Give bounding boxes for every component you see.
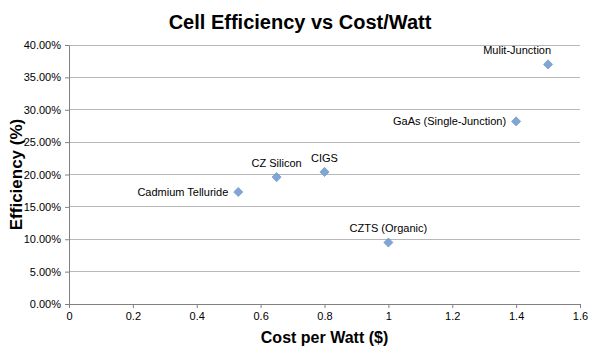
point-label: CIGS (311, 152, 338, 164)
y-tick-mark (65, 45, 69, 46)
y-tick-mark (65, 207, 69, 208)
x-tick-mark (452, 304, 453, 308)
point-label: CZ Silicon (252, 157, 302, 169)
x-tick: 0.4 (190, 304, 205, 322)
y-tick-label: 25.00% (24, 136, 62, 148)
grid-line (69, 271, 580, 272)
y-tick: 40.00% (24, 39, 69, 51)
point-label: CZTS (Organic) (350, 222, 428, 234)
y-tick-mark (65, 175, 69, 176)
y-tick-label: 35.00% (24, 71, 62, 83)
y-tick-label: 15.00% (24, 201, 62, 213)
y-tick-label: 10.00% (24, 233, 62, 245)
title: Cell Efficiency vs Cost/Watt (169, 11, 432, 33)
y-axis-line (69, 46, 70, 305)
grid-line (69, 206, 580, 207)
x-tick: 1.4 (509, 304, 524, 322)
x-tick-label: 0.2 (126, 310, 141, 322)
point (234, 187, 243, 196)
x-tick-label: 1.4 (509, 310, 524, 322)
x-tick-mark (580, 304, 581, 308)
y-tick-label: 0.00% (30, 298, 61, 310)
y-tick: 0.00% (30, 298, 69, 310)
y-tick: 30.00% (24, 104, 69, 116)
point-label: GaAs (Single-Junction) (393, 115, 506, 127)
x-tick-mark (261, 304, 262, 308)
y-tick-label: 20.00% (24, 169, 62, 181)
y-tick-mark (65, 77, 69, 78)
grid-line (69, 77, 580, 78)
x-tick-label: 1 (386, 310, 392, 322)
y-tick: 10.00% (24, 233, 69, 245)
y-tick-mark (65, 142, 69, 143)
x-axis: 0 0.2 0.4 0.6 0.8 1 1.2 1.4 1.6 (66, 304, 588, 322)
y-tick: 15.00% (24, 201, 69, 213)
grid (69, 45, 580, 304)
y-axis: 0.00% 5.00% 10.00% 15.00% 20.00% 25.00% 30.00%… (24, 39, 70, 310)
x-tick: 0.6 (253, 304, 268, 322)
points (234, 60, 553, 247)
x-tick: 0.8 (317, 304, 332, 322)
y-tick-mark (65, 272, 69, 273)
point (320, 167, 329, 176)
grid-line (69, 109, 580, 110)
x-tick-label: 1.6 (573, 310, 588, 322)
x-tick: 1.6 (573, 304, 588, 322)
chart: 0.00% 5.00% 10.00% 15.00% 20.00% 25.00% 30.00%… (0, 0, 600, 355)
y-tick: 35.00% (24, 71, 69, 83)
x-tick-mark (325, 304, 326, 308)
y-tick-label: 40.00% (24, 39, 62, 51)
point-label: Cadmium Telluride (137, 186, 228, 198)
x-tick-mark (388, 304, 389, 308)
point (384, 238, 393, 247)
x-tick-label: 1.2 (445, 310, 460, 322)
x-tick-mark (516, 304, 517, 308)
x-axis-title: Cost per Watt ($) (261, 329, 388, 346)
x-tick: 1 (386, 304, 392, 322)
x-tick-mark (197, 304, 198, 308)
y-axis-title: Efficiency (%) (7, 119, 26, 230)
y-tick-mark (65, 239, 69, 240)
x-tick: 1.2 (445, 304, 460, 322)
y-tick-mark (65, 304, 69, 305)
x-tick: 0 (66, 304, 72, 322)
x-tick: 0.2 (126, 304, 141, 322)
x-tick-label: 0 (66, 310, 72, 322)
point (272, 173, 281, 182)
x-tick-label: 0.6 (253, 310, 268, 322)
x-tick-label: 0.4 (190, 310, 205, 322)
y-tick: 20.00% (24, 169, 69, 181)
point (543, 60, 552, 69)
y-tick: 25.00% (24, 136, 69, 148)
grid-line (69, 142, 580, 143)
point-label: Mulit-Junction (483, 44, 551, 56)
point-labels: Cadmium Telluride CZ Silicon CIGS CZTS (Org… (137, 44, 551, 234)
grid-line (69, 239, 580, 240)
x-tick-label: 0.8 (317, 310, 332, 322)
point (512, 117, 521, 126)
x-tick-mark (133, 304, 134, 308)
y-tick-mark (65, 110, 69, 111)
y-tick-label: 30.00% (24, 104, 62, 116)
y-tick-label: 5.00% (30, 266, 61, 278)
x-tick-mark (69, 304, 70, 308)
y-tick: 5.00% (30, 266, 69, 278)
